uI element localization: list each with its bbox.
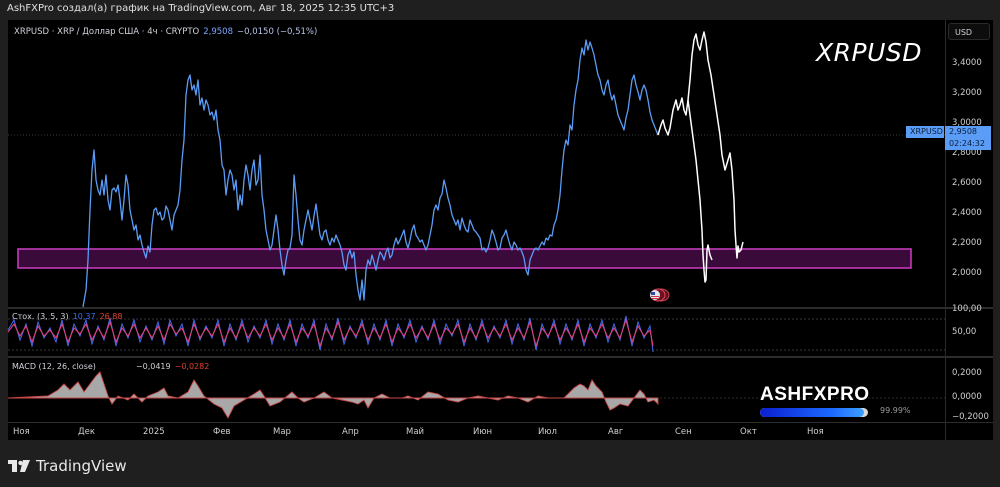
symbol-title: XRPUSD · XRP / Доллар США · 4ч · CRYPTO [14,27,200,37]
macd-signal-value: −0,0282 [174,362,210,371]
price-tick: 2,6000 [952,178,982,188]
macd-pane[interactable] [7,20,945,423]
time-label: Апр [342,427,359,437]
bar-countdown: 02:24:32 [949,139,985,148]
chart-canvas[interactable] [8,20,945,423]
time-label: Фев [213,427,231,437]
macd-tick: 0,0000 [952,392,982,402]
price-axis-separator [945,20,946,440]
price-tick: 2,4000 [952,208,982,218]
price-tag-value: 2,9508 [949,127,977,136]
brand-progress-bar [760,408,868,417]
price-tag: 2,9508 02:24:32 [945,126,991,150]
stochastic-k-value: 10,37 [72,312,96,321]
currency-button[interactable]: USD [948,23,990,40]
tradingview-logo-text: TradingView [36,457,127,475]
time-label: Май [406,427,425,437]
time-label: 2025 [143,427,165,437]
price-tick: 3,0000 [952,118,982,128]
time-label: Окт [740,427,757,437]
price-tick: 2,8000 [952,148,982,158]
pane-separator[interactable] [8,307,993,309]
macd-value: −0,0419 [135,362,171,371]
tradingview-logo-icon [8,460,30,472]
time-label: Дек [78,427,96,437]
stochastic-legend[interactable]: Стох. (3, 5, 3) 10,37 26,88 [12,312,122,321]
time-label: Июн [473,427,493,437]
stochastic-tick: 100,00 [952,304,982,314]
price-tick: 3,2000 [952,88,982,98]
time-label: Ноя [13,427,30,437]
brand-progress-label: 99.99% [880,406,911,415]
time-label: Июл [538,427,557,437]
stochastic-pane[interactable] [7,20,945,423]
symbol-legend[interactable]: XRPUSD · XRP / Доллар США · 4ч · CRYPTO 2… [14,27,317,37]
price-tick: 3,4000 [952,58,982,68]
macd-title: MACD (12, 26, close) [12,362,96,371]
price-tick: 2,0000 [952,268,982,278]
macd-tick: 0,2000 [952,368,982,378]
pane-separator [8,422,993,423]
time-axis[interactable]: Ноя Дек 2025 Фев Мар Апр Май Июн Июл Авг… [8,423,945,440]
stochastic-title: Стох. (3, 5, 3) [12,312,69,321]
symbol-watermark: XRPUSD [816,38,922,67]
last-price: 2,9508 [203,27,233,37]
projection-path [657,31,744,259]
tradingview-logo[interactable]: TradingView [8,457,127,475]
price-tick: 2,2000 [952,238,982,248]
time-label: Ноя [807,427,824,437]
macd-tick: −0,2000 [952,412,989,422]
stochastic-tick: 50,00 [952,327,977,337]
time-label: Сен [675,427,692,437]
price-line [82,39,659,308]
price-change: −0,0150 (−0,51%) [237,27,318,37]
support-zone[interactable] [17,248,912,269]
macd-legend[interactable]: MACD (12, 26, close) −0,0419 −0,0282 [12,362,209,371]
chart-panel[interactable]: XRPUSD · XRP / Доллар США · 4ч · CRYPTO 2… [7,20,993,440]
time-label: Мар [273,427,291,437]
time-label: Авг [608,427,624,437]
chart-caption: AshFXPro создал(а) график на TradingView… [7,3,395,14]
brand-logo-text: ASHFXPRO [760,384,870,405]
stochastic-d-value: 26,88 [99,312,123,321]
price-tag-symbol: XRPUSD [906,126,944,138]
pane-separator[interactable] [8,356,993,358]
us-event-flag-icon[interactable] [648,288,670,302]
